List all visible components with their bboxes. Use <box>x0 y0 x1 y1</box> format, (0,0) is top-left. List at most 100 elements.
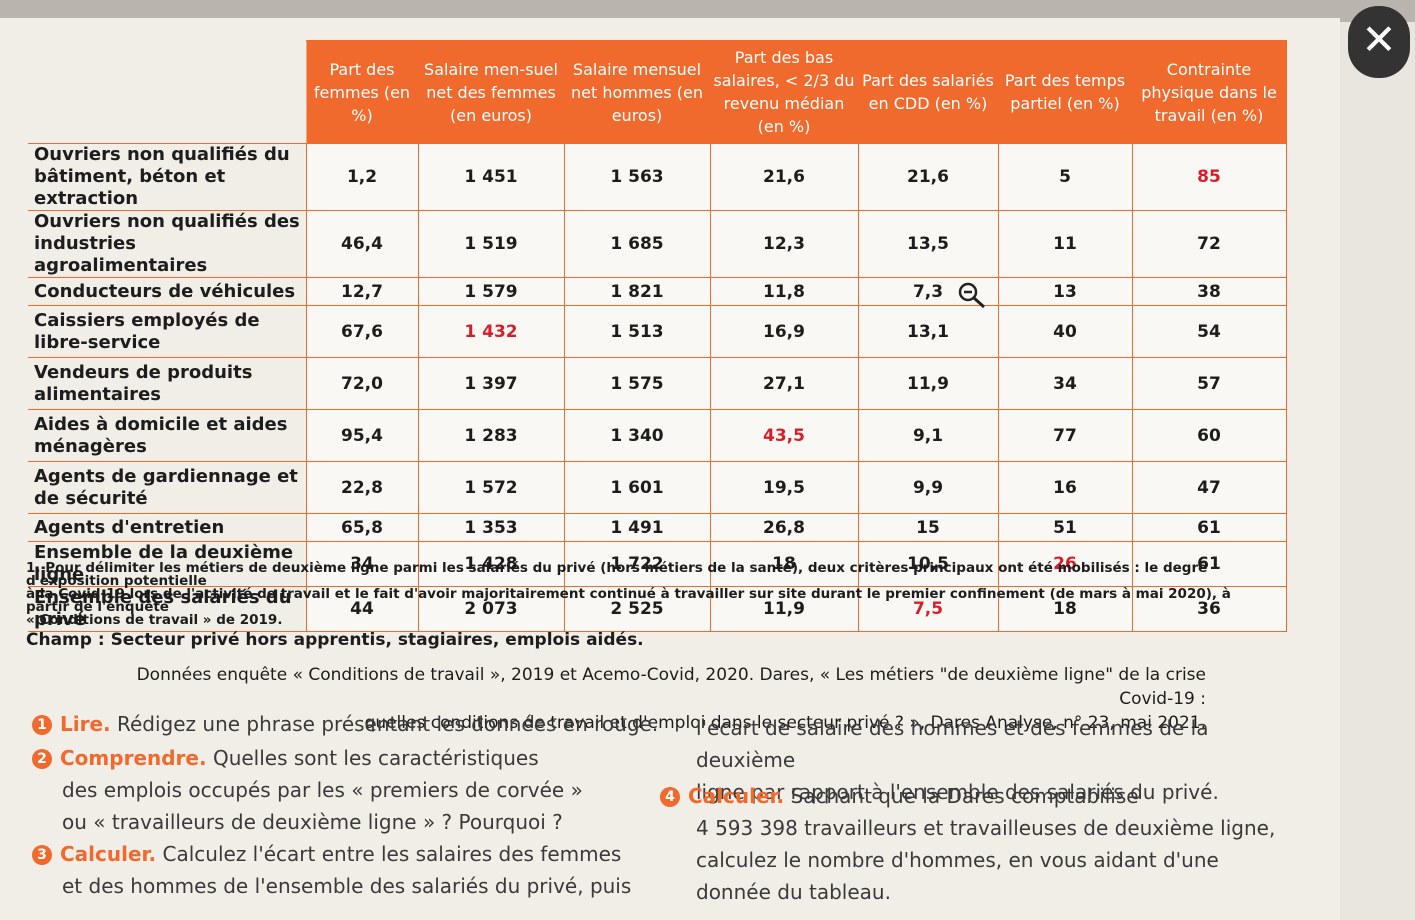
table-row: Ensemble de la deuxième ligne 34 1 428 1… <box>28 541 1287 587</box>
question-number-badge: 2 <box>32 749 52 769</box>
question-1: 1 Lire. Rédigez une phrase présentant les… <box>32 708 672 740</box>
question-text: ligne par rapport à l'ensemble des salar… <box>696 780 1219 804</box>
column-header: Salaire men-suel net des femmes (en euro… <box>417 40 565 144</box>
question-text: calculez le nombre d'hommes, en vous aid… <box>696 848 1219 872</box>
question-text: des emplois occupés par les « premiers d… <box>62 778 583 802</box>
table-cell: 1 353 <box>417 513 565 542</box>
table-cell: 1 563 <box>563 143 711 211</box>
table-cell: 12,7 <box>305 277 419 306</box>
table-cell: 18 <box>709 541 859 587</box>
table-cell: 9,1 <box>857 409 999 462</box>
question-text: Calculez l'écart entre les salaires des … <box>162 842 622 866</box>
column-header: Part des salariés en CDD (en %) <box>857 40 999 144</box>
close-button[interactable]: ✕ <box>1348 6 1410 78</box>
table-row: Ensemble des salariés du privé 44 2 073 … <box>28 586 1287 632</box>
table-cell: 26,8 <box>709 513 859 542</box>
table-cell: 12,3 <box>709 210 859 278</box>
question-3-continued: l'écart de salaire des hommes et des fem… <box>696 712 1296 808</box>
table-row: Aides à domicile et aides ménagères 95,4… <box>28 409 1287 462</box>
question-verb: Calculer. <box>60 842 157 866</box>
question-number-badge: 1 <box>32 715 52 735</box>
column-header: Contrainte physique dans le travail (en … <box>1131 40 1287 144</box>
table-cell-highlighted: 26 <box>997 541 1133 587</box>
table-cell-highlighted: 1 432 <box>417 305 565 358</box>
table-cell: 21,6 <box>857 143 999 211</box>
row-label: Ensemble de la deuxième ligne <box>28 541 307 587</box>
zoom-out-icon[interactable] <box>956 280 988 310</box>
footnote-line: « Conditions de travail » de 2019. <box>26 612 283 628</box>
table-cell: 38 <box>1131 277 1287 306</box>
column-header: Salaire mensuel net hommes (en euros) <box>563 40 711 144</box>
row-label: Conducteurs de véhicules <box>28 277 307 306</box>
table-cell-highlighted: 7,5 <box>857 586 999 632</box>
row-label: Agents de gardiennage et de sécurité <box>28 461 307 514</box>
table-cell: 67,6 <box>305 305 419 358</box>
table-cell: 1 519 <box>417 210 565 278</box>
table-cell: 57 <box>1131 357 1287 410</box>
table-cell: 36 <box>1131 586 1287 632</box>
question-verb: Calculer. <box>688 784 785 808</box>
source-line: Données enquête « Conditions de travail … <box>136 665 1206 709</box>
table-cell-highlighted: 85 <box>1131 143 1287 211</box>
data-table: Part des femmes (en %) Salaire men-suel … <box>28 40 1287 632</box>
table-cell: 16,9 <box>709 305 859 358</box>
table-cell: 2 073 <box>417 586 565 632</box>
table-cell: 27,1 <box>709 357 859 410</box>
table-cell: 1 722 <box>563 541 711 587</box>
table-cell: 1 821 <box>563 277 711 306</box>
column-header: Part des femmes (en %) <box>305 40 419 144</box>
question-text: Sachant que la Dares comptabilise <box>790 784 1139 808</box>
table-row: Conducteurs de véhicules 12,7 1 579 1 82… <box>28 277 1287 306</box>
table-cell: 1 428 <box>417 541 565 587</box>
footnote: 1. Pour délimiter les métiers de deuxièm… <box>26 561 1246 628</box>
table-cell: 1 397 <box>417 357 565 410</box>
table-cell: 95,4 <box>305 409 419 462</box>
question-text: et des hommes de l'ensemble des salariés… <box>62 874 632 898</box>
table-cell: 9,9 <box>857 461 999 514</box>
table-cell: 1 451 <box>417 143 565 211</box>
question-text: Quelles sont les caractéristiques <box>212 746 539 770</box>
table-header-row: Part des femmes (en %) Salaire men-suel … <box>28 40 1287 144</box>
table-row: Caissiers employés de libre-service 67,6… <box>28 305 1287 358</box>
table-cell: 51 <box>997 513 1133 542</box>
table-cell: 61 <box>1131 513 1287 542</box>
table-cell: 47 <box>1131 461 1287 514</box>
table-row: Ouvriers non qualifiés des industries ag… <box>28 210 1287 278</box>
source-line: quelles conditions de travail et d'emplo… <box>364 713 1206 733</box>
question-number-badge: 4 <box>660 787 680 807</box>
row-label: Caissiers employés de libre-service <box>28 305 307 358</box>
table-cell: 11,9 <box>857 357 999 410</box>
row-label: Ensemble des salariés du privé <box>28 586 307 632</box>
question-4: 4 Calculer. Sachant que la Dares comptabi… <box>660 780 1300 908</box>
table-cell: 1 491 <box>563 513 711 542</box>
table-cell: 61 <box>1131 541 1287 587</box>
table-cell-highlighted: 43,5 <box>709 409 859 462</box>
row-label: Aides à domicile et aides ménagères <box>28 409 307 462</box>
table-cell: 54 <box>1131 305 1287 358</box>
table-cell: 1 685 <box>563 210 711 278</box>
row-label: Ouvriers non qualifiés du bâtiment, béto… <box>28 143 307 211</box>
table-cell: 5 <box>997 143 1133 211</box>
question-3: 3 Calculer. Calculez l'écart entre les sa… <box>32 838 672 902</box>
table-cell: 16 <box>997 461 1133 514</box>
table-cell: 72 <box>1131 210 1287 278</box>
table-cell: 77 <box>997 409 1133 462</box>
table-cell: 13,1 <box>857 305 999 358</box>
table-cell: 11 <box>997 210 1133 278</box>
question-text: ou « travailleurs de deuxième ligne » ? … <box>62 810 563 834</box>
question-text: Rédigez une phrase présentant les donnée… <box>116 712 659 736</box>
column-header: Part des bas salaires, < 2/3 du revenu m… <box>709 40 859 144</box>
table-cell: 1 601 <box>563 461 711 514</box>
table-cell: 18 <box>997 586 1133 632</box>
footnote-line: à la Covid-19 lors de l'activité de trav… <box>26 586 1231 615</box>
question-number-badge: 3 <box>32 845 52 865</box>
question-verb: Comprendre. <box>60 746 207 770</box>
table-cell: 1 575 <box>563 357 711 410</box>
table-cell: 21,6 <box>709 143 859 211</box>
table-cell: 13 <box>997 277 1133 306</box>
table-cell: 15 <box>857 513 999 542</box>
table-corner <box>28 41 306 144</box>
table-cell: 1,2 <box>305 143 419 211</box>
table-cell: 1 572 <box>417 461 565 514</box>
table-cell: 65,8 <box>305 513 419 542</box>
